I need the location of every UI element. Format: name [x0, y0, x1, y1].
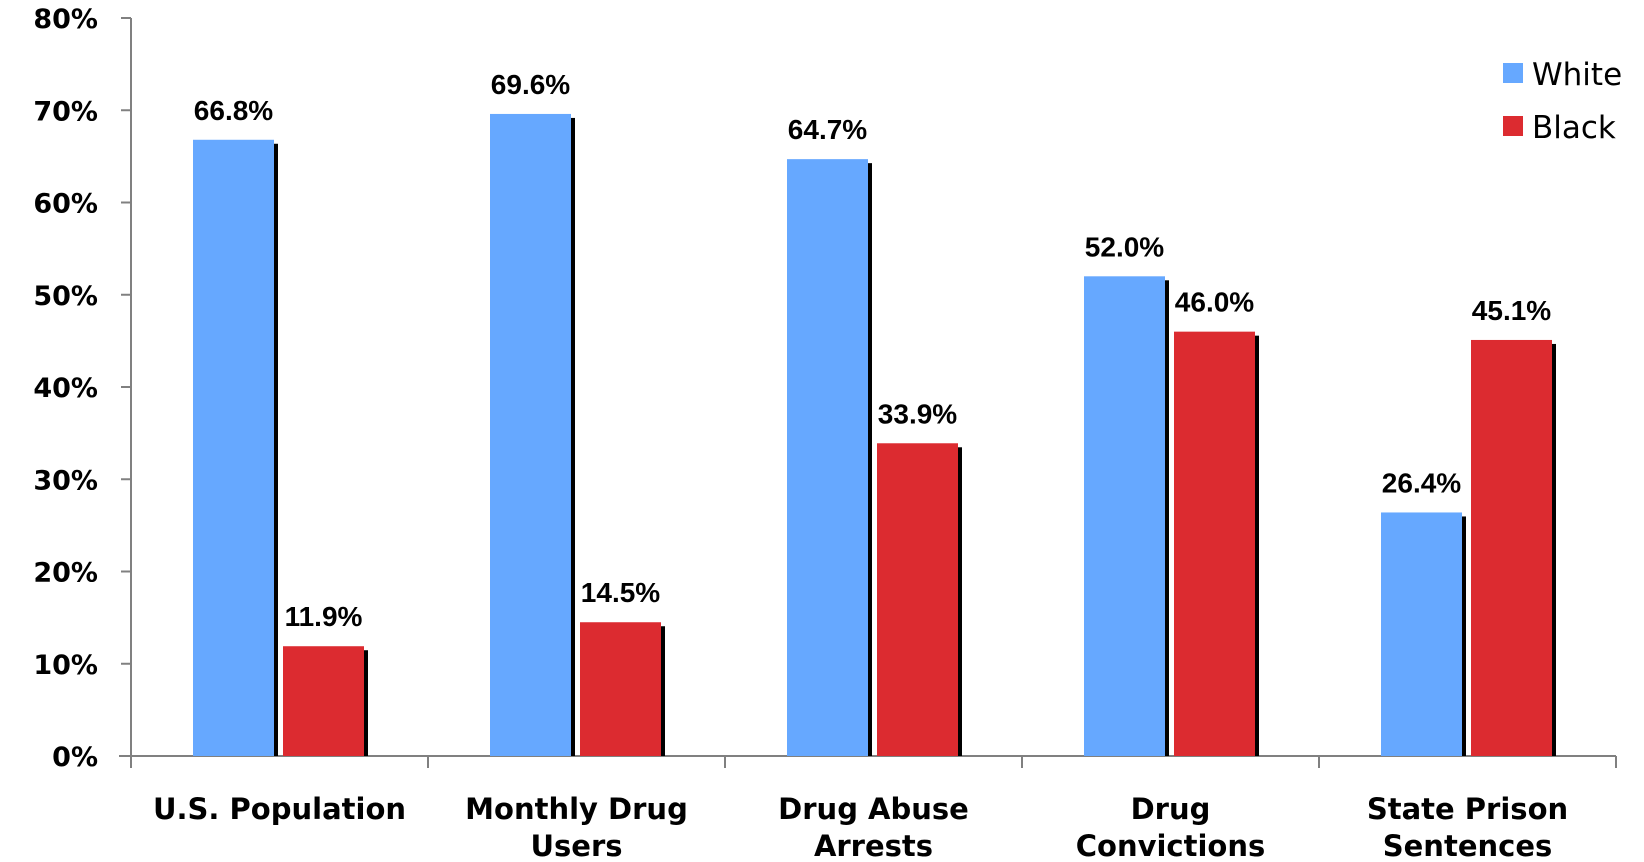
y-tick-label: 10%	[33, 650, 98, 681]
y-tick-label: 80%	[33, 4, 98, 35]
y-tick-label: 20%	[33, 558, 98, 589]
bar-white	[787, 159, 868, 756]
bar-black	[283, 646, 364, 756]
legend-label-black: Black	[1532, 110, 1616, 146]
data-label-black: 45.1%	[1472, 295, 1551, 326]
bar-black	[580, 622, 661, 756]
data-label-white: 26.4%	[1382, 467, 1461, 498]
y-tick-label: 50%	[33, 281, 98, 312]
x-category-label: Convictions	[1076, 829, 1266, 862]
bar-black	[877, 443, 958, 756]
bar-white	[490, 113, 571, 756]
legend-swatch-black	[1503, 116, 1523, 136]
legend-box	[1475, 44, 1641, 156]
y-tick-label: 30%	[33, 465, 98, 496]
data-label-black: 46.0%	[1175, 287, 1254, 318]
x-category-label: Users	[530, 829, 622, 862]
y-tick-label: 70%	[33, 96, 98, 127]
y-tick-label: 40%	[33, 373, 98, 404]
data-label-black: 14.5%	[581, 577, 660, 608]
x-category-label: Monthly Drug	[465, 792, 688, 826]
data-label-white: 66.8%	[194, 95, 273, 126]
bar-white	[1381, 512, 1462, 756]
data-label-white: 52.0%	[1085, 231, 1164, 262]
x-category-label: Arrests	[814, 829, 933, 862]
x-category-label: U.S. Population	[153, 792, 406, 826]
bar-black	[1471, 339, 1552, 756]
data-label-white: 64.7%	[788, 114, 867, 145]
data-label-white: 69.6%	[491, 69, 570, 100]
bar-black	[1174, 331, 1255, 756]
y-tick-label: 60%	[33, 189, 98, 220]
y-tick-label: 0%	[52, 742, 98, 773]
bar-white	[193, 139, 274, 756]
data-label-black: 33.9%	[878, 398, 957, 429]
x-category-label: State Prison	[1367, 792, 1568, 826]
bar-white	[1084, 276, 1165, 756]
legend-label-white: White	[1532, 57, 1622, 93]
x-category-label: Sentences	[1383, 829, 1553, 862]
legend-swatch-white	[1503, 63, 1523, 83]
data-label-black: 11.9%	[285, 601, 363, 632]
x-category-label: Drug	[1131, 792, 1211, 826]
x-category-label: Drug Abuse	[778, 792, 969, 826]
